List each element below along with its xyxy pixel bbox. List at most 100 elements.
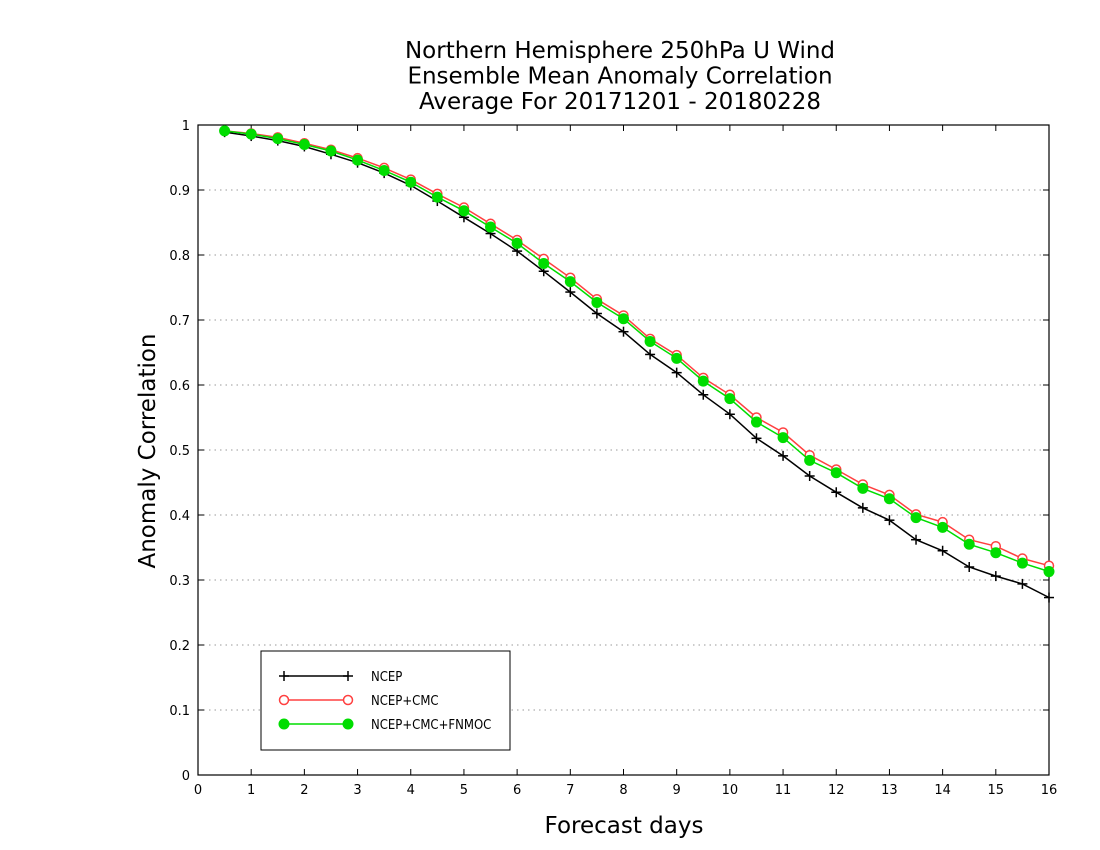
legend-entry: NCEP [279,670,402,685]
data-point [565,287,576,298]
data-point [352,154,364,166]
data-point [883,493,895,505]
data-point [698,389,709,400]
y-tick-label: 0.9 [169,184,190,199]
x-tick-label: 13 [881,783,898,798]
series-ncep-cmc [219,125,1055,571]
x-tick-label: 6 [513,783,521,798]
data-point [278,694,290,706]
data-point [857,482,869,494]
x-tick-label: 2 [300,783,308,798]
data-point [644,335,656,347]
data-point [485,221,497,233]
chart-title: Northern Hemisphere 250hPa U WindEnsembl… [405,38,835,115]
data-point [697,375,709,387]
x-axis-label: Forecast days [545,813,704,839]
y-tick-label: 0.7 [169,314,190,329]
y-tick-label: 1 [182,119,190,134]
data-point [618,326,629,337]
data-point [342,718,354,730]
x-tick-label: 7 [566,783,574,798]
x-tick-label: 5 [460,783,468,798]
x-tick-label: 0 [194,783,202,798]
x-tick-label: 16 [1041,783,1058,798]
title-line-1: Northern Hemisphere 250hPa U Wind [405,38,835,64]
data-point [937,521,949,533]
x-tick-label: 4 [407,783,415,798]
data-point [990,571,1001,582]
data-point [990,547,1002,559]
data-point [511,237,523,249]
data-point [804,454,816,466]
legend: NCEP NCEP+CMC NCEP+CMC+FNMOC [260,650,511,751]
data-point [724,393,736,405]
data-point [1017,578,1028,589]
x-tick-label: 11 [775,783,792,798]
data-point [431,191,443,203]
data-point [671,367,682,378]
series-line [224,131,1050,599]
data-point [538,257,550,269]
data-point [1016,557,1028,569]
data-point [279,671,289,681]
data-point [591,308,602,319]
x-tick-label: 10 [722,783,739,798]
title-line-2: Ensemble Mean Anomaly Correlation [407,64,832,90]
data-point [963,538,975,550]
data-point [458,205,470,217]
data-point [778,450,789,461]
data-point [1043,566,1055,578]
data-point [724,409,735,420]
data-point [378,165,390,176]
data-point [884,515,895,526]
data-point [831,487,842,498]
data-point [964,562,975,572]
data-point [298,139,310,150]
series-line [224,130,1050,567]
data-point [1044,592,1054,603]
y-tick-label: 0.3 [169,574,190,589]
legend-label: NCEP+CMC [371,694,439,709]
series-ncep-cmc-fnmoc [219,125,1055,578]
y-tick-labels: 0 0.1 0.2 0.3 0.4 0.5 0.6 0.7 0.8 0.9 1 [169,119,190,784]
title-line-3: Average For 20171201 - 20180228 [419,89,821,115]
y-tick-label: 0.4 [169,509,190,524]
data-point [937,545,948,556]
data-point [343,671,353,681]
data-point [645,349,656,360]
legend-entry: NCEP+CMC [278,694,439,709]
series [219,125,1055,603]
x-tick-label: 15 [988,783,1005,798]
y-tick-label: 0.2 [169,639,190,654]
y-tick-label: 0.6 [169,379,190,394]
x-tick-label: 8 [619,783,627,798]
series-line [224,130,1050,573]
data-point [564,276,576,288]
y-tick-label: 0.8 [169,249,190,264]
data-point [342,694,354,706]
data-point [777,432,789,444]
y-axis-label: Anomaly Correlation [135,333,161,568]
grid-lines [198,189,1049,711]
data-point [618,313,629,325]
data-point [325,145,337,157]
data-point [910,512,922,524]
y-tick-label: 0.5 [169,444,190,459]
data-point [405,176,417,188]
legend-label: NCEP+CMC+FNMOC [371,718,491,733]
x-tick-label: 14 [934,783,951,798]
data-point [804,471,815,481]
data-point [219,125,231,137]
x-tick-label: 3 [353,783,361,798]
x-tick-label: 1 [247,783,255,798]
data-point [272,133,284,145]
data-point [857,502,868,513]
data-point [751,433,762,444]
data-point [750,416,762,428]
series-ncep [219,127,1054,603]
data-point [830,467,842,479]
y-tick-label: 0.1 [169,704,190,719]
x-tick-label: 12 [828,783,845,798]
legend-label: NCEP [371,670,402,685]
